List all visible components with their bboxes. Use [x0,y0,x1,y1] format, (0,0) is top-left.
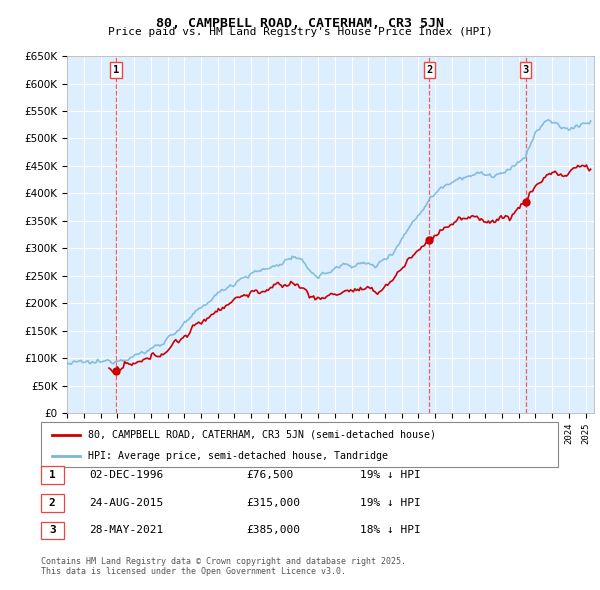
Text: 80, CAMPBELL ROAD, CATERHAM, CR3 5JN: 80, CAMPBELL ROAD, CATERHAM, CR3 5JN [156,17,444,30]
Text: 28-MAY-2021: 28-MAY-2021 [89,526,163,535]
Text: £385,000: £385,000 [246,526,300,535]
Text: £315,000: £315,000 [246,498,300,507]
Text: 3: 3 [523,65,529,75]
Text: 2: 2 [426,65,433,75]
Text: Contains HM Land Registry data © Crown copyright and database right 2025.
This d: Contains HM Land Registry data © Crown c… [41,557,406,576]
Text: 19% ↓ HPI: 19% ↓ HPI [360,498,421,507]
Text: 3: 3 [49,526,56,535]
Text: 80, CAMPBELL ROAD, CATERHAM, CR3 5JN (semi-detached house): 80, CAMPBELL ROAD, CATERHAM, CR3 5JN (se… [88,430,436,440]
Text: 02-DEC-1996: 02-DEC-1996 [89,470,163,480]
Text: HPI: Average price, semi-detached house, Tandridge: HPI: Average price, semi-detached house,… [88,451,388,461]
Text: 19% ↓ HPI: 19% ↓ HPI [360,470,421,480]
Text: £76,500: £76,500 [246,470,293,480]
Text: 1: 1 [113,65,119,75]
Text: 18% ↓ HPI: 18% ↓ HPI [360,526,421,535]
Text: 24-AUG-2015: 24-AUG-2015 [89,498,163,507]
Text: Price paid vs. HM Land Registry's House Price Index (HPI): Price paid vs. HM Land Registry's House … [107,27,493,37]
Text: 2: 2 [49,498,56,507]
Text: 1: 1 [49,470,56,480]
